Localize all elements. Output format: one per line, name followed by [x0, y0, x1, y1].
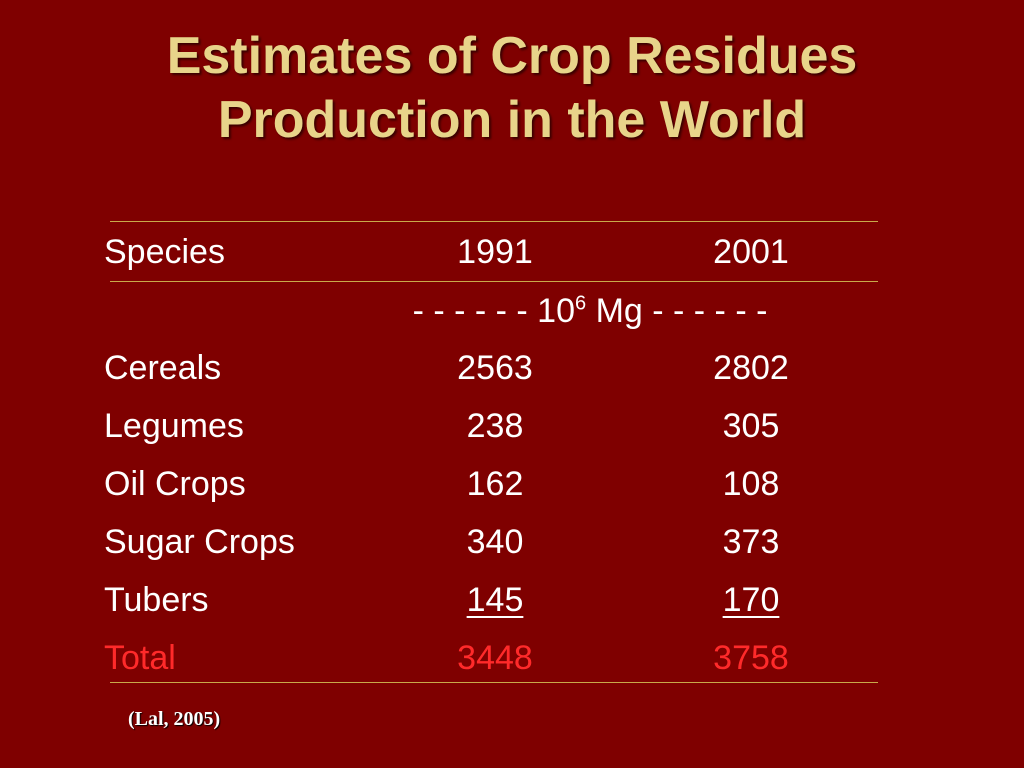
- table-header-rule: [110, 281, 878, 282]
- value-2001-cell: 373: [722, 523, 780, 561]
- total-2001: 3758: [713, 639, 789, 677]
- table-header-row: Species 1991 2001: [0, 227, 1024, 277]
- units-suffix: Mg - - - - - -: [586, 292, 768, 330]
- species-cell: Oil Crops: [104, 465, 246, 503]
- total-1991: 3448: [457, 639, 533, 677]
- value-2001-cell: 170: [651, 575, 851, 625]
- citation: (Lal, 2005): [128, 708, 221, 730]
- value-2001-cell: 2802: [713, 349, 789, 387]
- table-row: Sugar Crops 340 373: [0, 517, 1024, 567]
- slide-title-line-2: Production in the World: [217, 91, 807, 149]
- table-row: Oil Crops 162 108: [0, 459, 1024, 509]
- value-1991-cell: 145: [395, 575, 595, 625]
- value-1991-cell: 162: [466, 465, 524, 503]
- value-1991-cell: 340: [466, 523, 524, 561]
- table-row: Tubers 145 170: [0, 575, 1024, 625]
- table-bottom-rule: [110, 682, 878, 683]
- header-year-1991: 1991: [457, 233, 533, 271]
- value-2001-underlined: 170: [722, 581, 780, 619]
- header-species: Species: [104, 233, 225, 271]
- value-1991-cell: 2563: [457, 349, 533, 387]
- total-label: Total: [104, 639, 176, 677]
- species-cell: Sugar Crops: [104, 523, 295, 561]
- value-2001-cell: 108: [722, 465, 780, 503]
- species-cell: Tubers: [104, 581, 209, 619]
- value-2001-cell: 305: [722, 407, 780, 445]
- slide-title-line-1: Estimates of Crop Residues: [166, 27, 858, 85]
- units-prefix: - - - - - - 10: [412, 292, 575, 330]
- header-year-2001: 2001: [713, 233, 789, 271]
- units-row: - - - - - - 106 Mg - - - - - -: [330, 286, 850, 336]
- table-row: Cereals 2563 2802: [0, 343, 1024, 393]
- value-1991-cell: 238: [466, 407, 524, 445]
- table-top-rule: [110, 221, 878, 222]
- table-total-row: Total 3448 3758: [0, 633, 1024, 683]
- units-exponent: 6: [575, 292, 587, 315]
- slide-title: Estimates of Crop Residues Production in…: [0, 24, 1024, 152]
- table-row: Legumes 238 305: [0, 401, 1024, 451]
- species-cell: Legumes: [104, 407, 244, 445]
- species-cell: Cereals: [104, 349, 222, 387]
- value-1991-underlined: 145: [466, 581, 524, 619]
